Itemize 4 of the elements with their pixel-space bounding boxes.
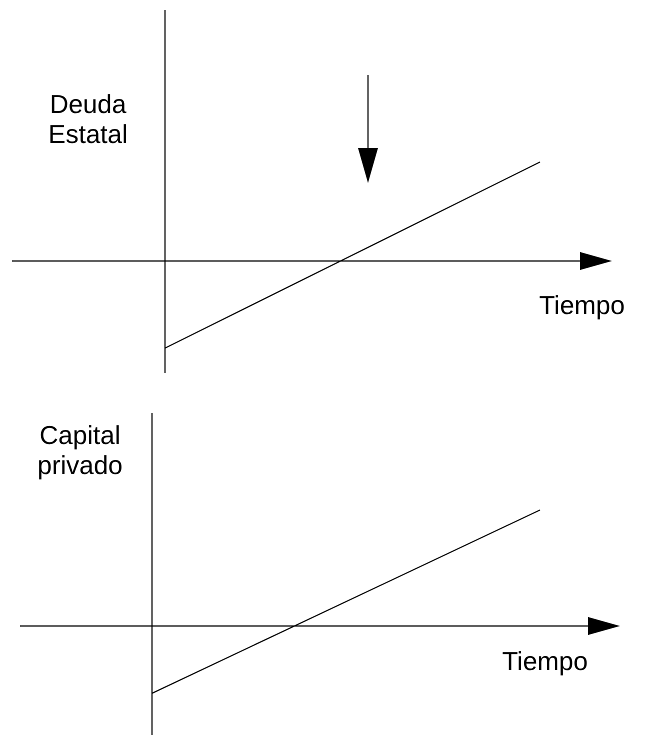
x-axis-title: Tiempo	[502, 646, 588, 676]
y-axis-title: Capital privado	[37, 420, 123, 480]
y-axis-title: Deuda Estatal	[48, 89, 128, 149]
x-axis-title: Tiempo	[539, 290, 625, 320]
